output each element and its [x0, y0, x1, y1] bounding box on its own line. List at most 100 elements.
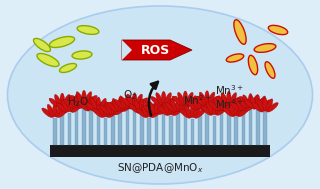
Ellipse shape — [98, 104, 105, 117]
Ellipse shape — [201, 106, 212, 115]
Ellipse shape — [147, 103, 151, 117]
Ellipse shape — [165, 103, 176, 112]
Ellipse shape — [106, 104, 114, 117]
Ellipse shape — [56, 103, 68, 112]
Ellipse shape — [79, 99, 90, 108]
Ellipse shape — [144, 104, 155, 113]
Ellipse shape — [238, 107, 249, 117]
Ellipse shape — [89, 96, 93, 110]
Bar — [50, 145, 270, 157]
Ellipse shape — [234, 102, 238, 116]
Ellipse shape — [265, 62, 275, 78]
Ellipse shape — [82, 90, 86, 104]
Ellipse shape — [157, 101, 164, 114]
Ellipse shape — [86, 95, 97, 105]
Bar — [60, 108, 64, 145]
Ellipse shape — [77, 26, 99, 34]
Ellipse shape — [72, 103, 83, 112]
Ellipse shape — [170, 99, 178, 112]
Ellipse shape — [223, 107, 234, 117]
Bar — [191, 119, 194, 145]
Ellipse shape — [130, 100, 140, 109]
Ellipse shape — [194, 96, 205, 105]
Ellipse shape — [183, 91, 188, 105]
FancyArrow shape — [122, 40, 192, 60]
Text: Mn$^{3+}$: Mn$^{3+}$ — [215, 83, 244, 97]
Bar — [227, 106, 230, 145]
Ellipse shape — [258, 96, 266, 109]
Ellipse shape — [136, 108, 147, 118]
Ellipse shape — [132, 93, 137, 107]
Ellipse shape — [215, 102, 222, 115]
Bar — [212, 116, 216, 145]
Bar — [155, 115, 158, 145]
Ellipse shape — [93, 101, 104, 111]
Ellipse shape — [166, 96, 177, 106]
Ellipse shape — [179, 99, 186, 112]
Bar — [75, 109, 78, 145]
Ellipse shape — [57, 108, 68, 118]
Bar — [104, 118, 108, 145]
Ellipse shape — [69, 95, 76, 108]
Bar — [242, 112, 245, 145]
Ellipse shape — [263, 98, 267, 112]
Ellipse shape — [63, 94, 70, 107]
Ellipse shape — [76, 92, 83, 105]
Bar — [148, 118, 151, 145]
Ellipse shape — [42, 108, 53, 118]
Ellipse shape — [154, 100, 159, 114]
Ellipse shape — [229, 93, 236, 105]
Ellipse shape — [64, 98, 76, 108]
Ellipse shape — [244, 100, 256, 109]
Ellipse shape — [268, 25, 288, 35]
Bar — [176, 113, 180, 145]
Ellipse shape — [125, 94, 130, 108]
Ellipse shape — [221, 93, 228, 105]
Ellipse shape — [75, 94, 79, 108]
Ellipse shape — [180, 109, 190, 118]
Ellipse shape — [214, 98, 221, 111]
Ellipse shape — [112, 98, 120, 111]
Ellipse shape — [63, 99, 75, 108]
Ellipse shape — [114, 100, 125, 109]
Bar — [90, 112, 93, 145]
Ellipse shape — [115, 105, 126, 115]
Text: ROS: ROS — [140, 43, 170, 57]
Ellipse shape — [111, 100, 115, 114]
Ellipse shape — [92, 108, 104, 118]
Ellipse shape — [158, 105, 170, 115]
Ellipse shape — [254, 44, 276, 52]
Ellipse shape — [243, 95, 250, 108]
Ellipse shape — [34, 38, 51, 52]
Bar — [53, 118, 57, 145]
Ellipse shape — [84, 92, 92, 105]
Ellipse shape — [266, 99, 273, 112]
Ellipse shape — [205, 91, 209, 105]
Ellipse shape — [237, 103, 244, 116]
Ellipse shape — [118, 97, 123, 111]
Ellipse shape — [91, 98, 98, 111]
Ellipse shape — [129, 104, 140, 113]
Ellipse shape — [245, 102, 257, 111]
Ellipse shape — [100, 105, 111, 115]
Ellipse shape — [236, 98, 243, 111]
Ellipse shape — [231, 96, 242, 106]
Ellipse shape — [216, 96, 227, 106]
Ellipse shape — [54, 94, 62, 107]
Ellipse shape — [47, 104, 54, 117]
Ellipse shape — [105, 101, 112, 114]
Ellipse shape — [237, 98, 248, 108]
Ellipse shape — [72, 51, 92, 59]
Ellipse shape — [208, 92, 215, 105]
Bar — [140, 114, 144, 145]
Bar — [169, 116, 172, 145]
Ellipse shape — [96, 97, 101, 111]
Ellipse shape — [120, 96, 127, 109]
Ellipse shape — [176, 98, 180, 112]
Ellipse shape — [180, 103, 191, 112]
Bar — [234, 117, 238, 145]
Text: H$_2$O: H$_2$O — [67, 95, 89, 109]
Ellipse shape — [193, 105, 200, 118]
Ellipse shape — [121, 98, 128, 111]
Ellipse shape — [172, 96, 183, 106]
